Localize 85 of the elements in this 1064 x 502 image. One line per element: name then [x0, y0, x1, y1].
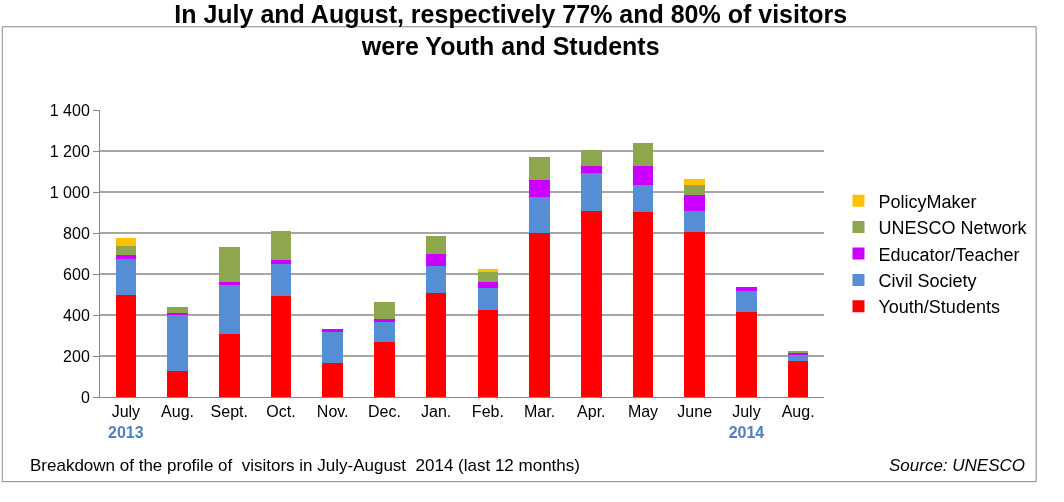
- bar: [374, 319, 395, 322]
- bar: [477, 282, 499, 288]
- bar: [580, 173, 602, 211]
- x-tick-label: July 2014: [728, 403, 765, 441]
- x-tick-label: May: [627, 403, 659, 421]
- bar: [374, 321, 395, 342]
- bar: [580, 166, 602, 174]
- text: Breakdown of the profile of visitors in July-August 2014 (last 12 months): [30, 456, 580, 475]
- y-tick-label: 600: [63, 265, 90, 283]
- bar: [684, 194, 706, 212]
- source-note: Source: UNESCO: [889, 456, 1026, 475]
- bar: [477, 309, 499, 397]
- y-tick-label: 200: [63, 347, 90, 365]
- bar: [632, 165, 654, 186]
- y-tick-label: 400: [63, 306, 90, 324]
- x-tick-label: Oct.: [266, 403, 296, 421]
- x-tick-label: Aug.: [161, 403, 195, 421]
- bar: [632, 211, 654, 397]
- x-tick-label: Feb.: [471, 403, 504, 421]
- bar: [425, 293, 447, 397]
- bar: [529, 156, 550, 180]
- bar: [115, 238, 137, 247]
- bar: [218, 334, 240, 397]
- x-tick-label: Mar.: [524, 403, 556, 421]
- legend-label: UNESCO Network: [878, 218, 1028, 239]
- x-tick-label: Apr.: [577, 403, 606, 421]
- y-tick-label: 1 400: [49, 101, 90, 119]
- bar: [477, 271, 499, 283]
- bar: [322, 328, 344, 333]
- bar: [115, 254, 137, 259]
- legend-label: Civil Society: [878, 270, 977, 291]
- bar: [736, 290, 757, 312]
- bar: [167, 312, 188, 315]
- bar: [425, 254, 447, 267]
- bar: [477, 287, 499, 310]
- bar: [270, 295, 292, 397]
- bar: [218, 247, 240, 283]
- bar: [270, 231, 292, 260]
- bar: [529, 196, 550, 233]
- x-tick-label: Dec.: [367, 403, 401, 421]
- bar: [736, 286, 757, 291]
- bar: [684, 184, 706, 195]
- bar: [529, 179, 550, 197]
- bar: [684, 178, 706, 185]
- bar: [322, 332, 344, 363]
- x-tick-label: June: [677, 403, 713, 421]
- bar: [632, 142, 654, 166]
- bar: [167, 307, 188, 313]
- bar: [167, 315, 188, 371]
- chart-title: In July and August, respectively 77% and 80% of visitors were Youth and Students: [174, 0, 848, 61]
- bar: [425, 266, 447, 294]
- x-tick-label: July 2013: [108, 403, 144, 441]
- bar: [684, 232, 706, 397]
- x-tick-label: Aug.: [781, 403, 815, 421]
- x-tick-label: Nov.: [316, 403, 349, 421]
- bar: [632, 185, 654, 212]
- bar: [736, 311, 757, 397]
- y-tick-label: 800: [63, 224, 90, 242]
- y-tick-label: 1 200: [49, 142, 90, 160]
- bar: [787, 354, 809, 361]
- legend-label: Educator/Teacher: [878, 244, 1020, 265]
- bar: [477, 269, 499, 272]
- bar: [322, 362, 344, 397]
- bar: [115, 258, 137, 295]
- bar: [115, 246, 137, 255]
- y-tick-label: 0: [80, 388, 90, 406]
- bar: [580, 210, 602, 397]
- bar: [270, 264, 292, 296]
- bar: [374, 341, 395, 397]
- bar: [374, 302, 395, 320]
- bar: [425, 235, 447, 255]
- bar: [684, 211, 706, 233]
- bar: [270, 259, 292, 265]
- x-tick-label: Sept.: [210, 403, 248, 421]
- x-tick-label: Jan.: [421, 403, 452, 421]
- bar: [218, 282, 240, 286]
- bar: [529, 233, 550, 397]
- legend-label: Youth/Students: [878, 297, 1000, 318]
- bar: [218, 285, 240, 335]
- bar: [580, 150, 602, 167]
- bar: [787, 360, 809, 397]
- bar: [115, 294, 137, 397]
- y-tick-label: 1 000: [49, 183, 90, 201]
- legend-label: PolicyMaker: [878, 191, 977, 212]
- bar: [167, 370, 188, 397]
